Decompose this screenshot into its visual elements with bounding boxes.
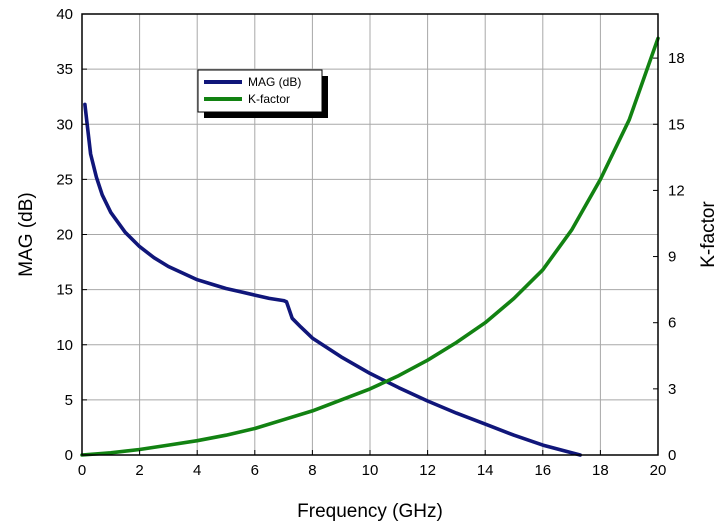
legend-label-k-factor: K-factor	[248, 92, 290, 106]
x-tick-label: 16	[534, 462, 551, 479]
legend: MAG (dB) K-factor	[197, 69, 328, 118]
y-tick-label: 15	[56, 282, 73, 299]
y-axis-title: MAG (dB)	[16, 192, 37, 276]
series-layer	[80, 36, 660, 457]
grid	[82, 14, 658, 455]
y2-tick-label: 9	[668, 249, 676, 266]
y2-axis-title: K-factor	[698, 201, 719, 268]
y-tick-label: 0	[65, 447, 73, 464]
y2-tick-label: 15	[668, 116, 685, 133]
y-tick-label: 25	[56, 171, 73, 188]
x-tick-label: 4	[193, 462, 201, 479]
x-tick-label: 2	[135, 462, 143, 479]
series-line-mag	[83, 102, 583, 457]
legend-label-mag: MAG (dB)	[248, 75, 301, 89]
y2-tick-label: 18	[668, 50, 685, 67]
y-tick-label: 10	[56, 337, 73, 354]
y-tick-label: 35	[56, 61, 73, 78]
x-tick-label: 14	[477, 462, 494, 479]
x-tick-label: 8	[308, 462, 316, 479]
x-tick-label: 18	[592, 462, 609, 479]
x-tick-label: 6	[251, 462, 259, 479]
y2-tick-label: 6	[668, 315, 676, 332]
x-tick-label: 10	[362, 462, 379, 479]
y-tick-label: 40	[56, 6, 73, 23]
y-tick-label: 5	[65, 392, 73, 409]
y2-tick-label: 0	[668, 447, 676, 464]
y-tick-label: 20	[56, 227, 73, 244]
legend-box	[197, 69, 323, 113]
x-axis-title: Frequency (GHz)	[297, 501, 443, 522]
x-tick-label: 0	[78, 462, 86, 479]
y2-tick-label: 12	[668, 182, 685, 199]
series-line-k-factor	[80, 36, 660, 457]
y-tick-label: 30	[56, 116, 73, 133]
x-tick-label: 20	[650, 462, 667, 479]
x-tick-label: 12	[419, 462, 436, 479]
y2-tick-label: 3	[668, 381, 676, 398]
ticks: 0 2 4 6 8 10 12 14 16 18 2005101520253035400369121…	[56, 6, 684, 479]
